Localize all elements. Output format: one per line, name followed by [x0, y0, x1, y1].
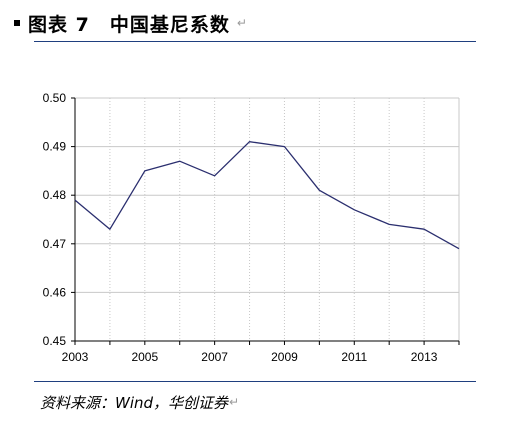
title-divider	[34, 41, 476, 42]
y-tick-label: 0.49	[43, 140, 67, 154]
y-tick-label: 0.46	[43, 285, 67, 299]
data-point	[353, 208, 356, 211]
data-point	[74, 199, 77, 202]
gini-line-chart: 0.45 0.46 0.47 0.48 0.49 0.50 2003 2005 2007 2009…	[43, 91, 461, 364]
figure-title: 图表 7 中国基尼系数 ↵	[14, 6, 247, 40]
x-tick-label: 2013	[411, 350, 438, 364]
source-note: 资料来源：Wind，华创证券 ↵	[40, 388, 239, 416]
paragraph-mark-icon: ↵	[229, 395, 240, 409]
data-point	[213, 174, 216, 177]
x-tick-label: 2007	[201, 350, 228, 364]
source-divider	[34, 381, 476, 382]
data-point	[178, 160, 181, 163]
data-point	[318, 189, 321, 192]
y-tick-label: 0.47	[43, 237, 67, 251]
data-point	[423, 228, 426, 231]
data-point	[108, 228, 111, 231]
y-tick-label: 0.45	[43, 334, 67, 348]
y-tick-label: 0.48	[43, 188, 67, 202]
y-tick-label: 0.50	[43, 91, 67, 105]
data-point	[143, 169, 146, 172]
x-tick-label: 2005	[131, 350, 158, 364]
source-text: 资料来源：Wind，华创证券	[40, 393, 229, 412]
x-tick-label: 2011	[341, 350, 367, 364]
x-tick-label: 2009	[271, 350, 298, 364]
bullet-square-icon	[14, 20, 20, 26]
paragraph-mark-icon: ↵	[236, 16, 247, 30]
figure-number: 图表 7	[28, 13, 90, 36]
series-line	[74, 141, 460, 250]
x-tick-label: 2003	[62, 350, 89, 364]
data-point	[283, 145, 286, 148]
figure-title-text: 中国基尼系数	[109, 13, 230, 36]
data-point	[388, 223, 391, 226]
data-point	[458, 247, 461, 250]
data-point	[248, 140, 251, 143]
